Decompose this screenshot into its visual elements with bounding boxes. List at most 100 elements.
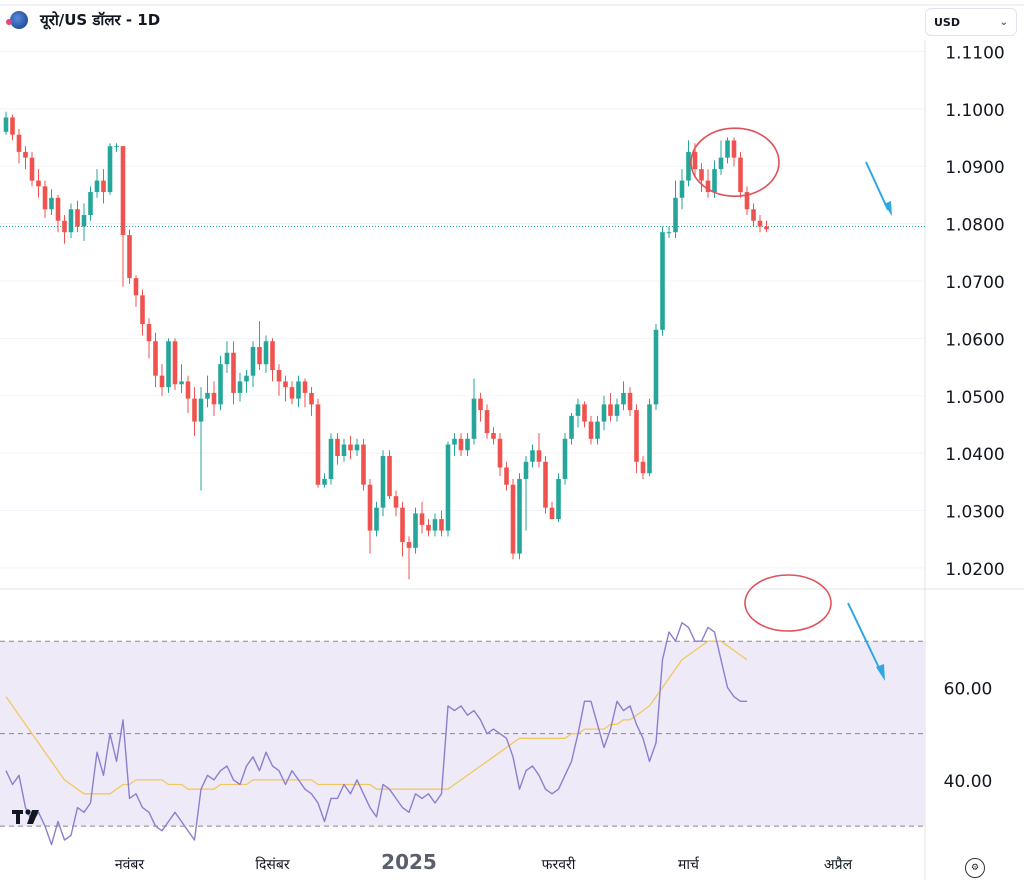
candle-body [237, 381, 243, 393]
candle-body [510, 484, 516, 554]
candle-body [172, 341, 178, 385]
candle-body [218, 364, 223, 405]
candle-body [751, 209, 756, 221]
candle-body [127, 235, 132, 279]
candle-body [686, 151, 691, 181]
candle-body [348, 444, 353, 451]
candle-body [497, 438, 503, 468]
candle-body [23, 151, 28, 158]
candle-body [432, 519, 438, 531]
price-axis-label: 1.0600 [945, 330, 1004, 350]
candle-body [309, 392, 314, 405]
price-axis-label: 1.0500 [945, 388, 1004, 408]
rsi-ma-line [5, 640, 748, 795]
chevron-down-icon: ⌄ [999, 16, 1008, 28]
tradingview-logo-icon [12, 806, 46, 830]
time-axis-label: फरवरी [542, 856, 576, 873]
candle-body [465, 438, 470, 451]
candle-body [49, 197, 54, 210]
candle-body [354, 444, 360, 451]
candle-body [439, 519, 444, 531]
candle-body [62, 220, 67, 233]
euro-flag-icon [6, 11, 28, 29]
candle-body [341, 444, 347, 457]
candle-body [595, 421, 600, 439]
settings-icon[interactable]: ⚙ [965, 858, 985, 878]
candle-body [322, 478, 327, 485]
candle-body [224, 352, 230, 365]
candle-body [387, 456, 392, 497]
annotation-arrow-rsi [847, 602, 882, 673]
candle-body [289, 387, 295, 399]
candle-body [361, 444, 366, 485]
candle-body [374, 507, 379, 531]
candle-body [42, 186, 48, 210]
candle-body [101, 180, 106, 193]
candle-body [731, 140, 737, 158]
candle-body [660, 232, 665, 330]
rsi-axis-label: 40.00 [944, 772, 993, 792]
time-axis-label: अप्रैल [824, 856, 853, 873]
candle-body [114, 146, 119, 148]
candle-body [413, 513, 418, 548]
candle-body [211, 392, 217, 405]
candle-body [484, 410, 490, 434]
candle-body [185, 381, 191, 399]
candle-body [257, 346, 262, 365]
candle-body [491, 433, 496, 439]
candle-body [302, 381, 308, 393]
candle-body [36, 180, 41, 187]
price-axis-label: 1.1000 [945, 101, 1004, 121]
candle-body [679, 180, 685, 198]
candle-body [393, 496, 399, 508]
candle-body [653, 329, 659, 405]
chart-header: यूरो/US डॉलर - 1D [0, 0, 930, 40]
candle-body [569, 415, 574, 439]
price-axis-label: 1.0300 [945, 503, 1004, 523]
candle-body [458, 438, 464, 451]
price-axis-label: 1.0400 [945, 445, 1004, 465]
candle-body [744, 192, 750, 210]
candle-body [478, 398, 483, 411]
price-axis-label: 1.0200 [945, 560, 1004, 580]
candle-body [738, 157, 743, 193]
candle-body [140, 295, 145, 325]
price-axis-label: 1.0900 [945, 158, 1004, 178]
candle-body [29, 157, 35, 181]
candle-body [328, 438, 334, 479]
candle-body [133, 278, 139, 296]
candle-body [666, 232, 672, 234]
candle-body [705, 180, 711, 193]
candle-body [88, 192, 93, 216]
rsi-line [5, 622, 747, 846]
candle-body [523, 461, 529, 479]
candle-body [471, 398, 477, 439]
candle-body [725, 140, 730, 158]
candle-body [764, 226, 769, 230]
symbol-title[interactable]: यूरो/US डॉलर - 1D [40, 11, 161, 29]
candle-body [146, 324, 152, 342]
candle-body [250, 346, 256, 376]
annotation-circle-rsi [744, 574, 832, 632]
candle-body [107, 146, 113, 193]
time-axis-label: 2025 [381, 850, 437, 874]
candle-body [68, 209, 74, 233]
candle-body [627, 392, 633, 411]
candle-body [614, 404, 620, 416]
candle-body [621, 392, 626, 405]
candles-group [3, 111, 769, 580]
candle-body [335, 438, 340, 457]
candle-body [426, 524, 431, 531]
currency-select[interactable]: USD ⌄ [925, 8, 1017, 36]
candle-body [543, 461, 548, 508]
candle-body [153, 341, 158, 376]
candle-body [517, 478, 522, 554]
candle-body [601, 404, 607, 422]
annotation-circle-price [690, 127, 780, 198]
time-axis-label: मार्च [678, 856, 700, 873]
candle-body [296, 381, 301, 399]
annotation-arrow-price [865, 161, 889, 211]
candle-body [536, 450, 542, 462]
price-axis-label: 1.0700 [945, 273, 1004, 293]
